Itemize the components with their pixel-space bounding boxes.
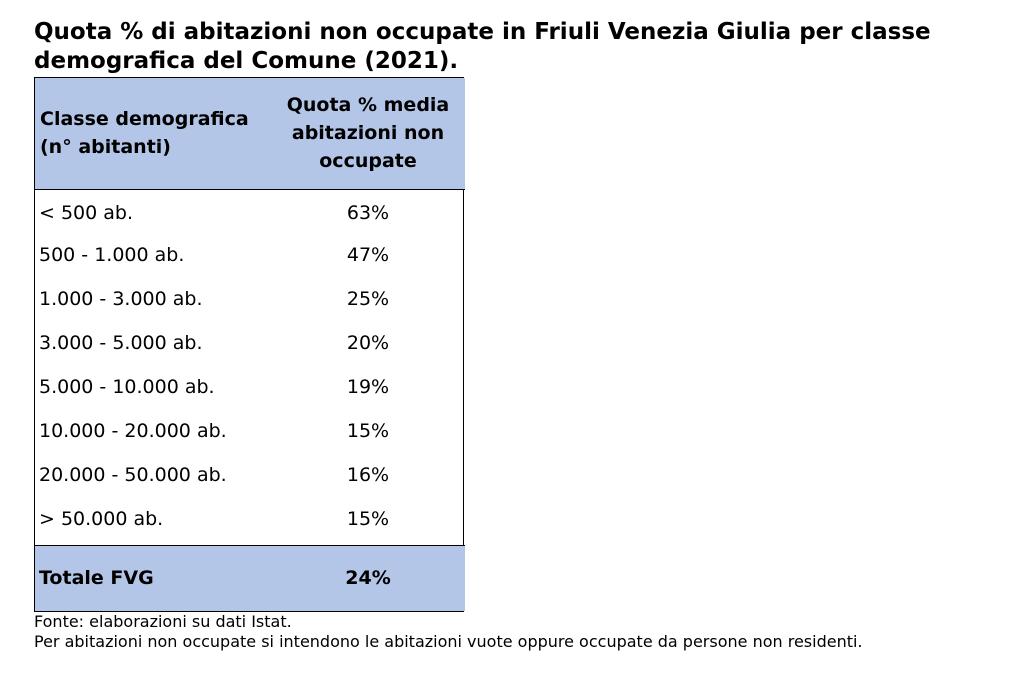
source-note: Fonte: elaborazioni su dati Istat. (34, 612, 292, 631)
row-classe: < 500 ab. (39, 202, 134, 225)
header-classe-line-2: (n° abitanti) (40, 136, 171, 159)
table-row: > 50.000 ab. 15% (35, 497, 465, 541)
chart-title: Quota % di abitazioni non occupate in Fr… (34, 19, 931, 74)
row-quota: 47% (346, 244, 390, 266)
row-quota: 25% (346, 288, 390, 310)
row-classe: 3.000 - 5.000 ab. (39, 332, 203, 354)
row-classe: 20.000 - 50.000 ab. (39, 464, 227, 486)
total-label: Totale FVG (35, 544, 271, 611)
header-classe-demografica: Classe demografica (n° abitanti) (35, 78, 271, 190)
definition-note: Per abitazioni non occupate si intendono… (34, 632, 863, 651)
table-row: 20.000 - 50.000 ab. 16% (35, 453, 465, 497)
row-quota: 16% (346, 464, 390, 486)
table-row: 1.000 - 3.000 ab. 25% (35, 277, 465, 321)
row-classe: 10.000 - 20.000 ab. (39, 420, 227, 442)
header-classe-line-1: Classe demografica (40, 108, 249, 131)
row-classe: 5.000 - 10.000 ab. (39, 376, 215, 398)
table-row: 500 - 1.000 ab. 47% (35, 233, 465, 277)
table-row: < 500 ab. 63% (35, 189, 465, 233)
table-row: 10.000 - 20.000 ab. 15% (35, 409, 465, 453)
table-total-row: Totale FVG 24% (35, 544, 465, 611)
table-row: 3.000 - 5.000 ab. 20% (35, 321, 465, 365)
row-quota: 15% (346, 508, 390, 530)
data-table: Classe demografica (n° abitanti) Quota %… (34, 77, 465, 612)
row-classe: 1.000 - 3.000 ab. (39, 288, 203, 310)
row-quota: 19% (346, 376, 390, 398)
row-classe: 500 - 1.000 ab. (39, 244, 185, 266)
table-header-row: Classe demografica (n° abitanti) Quota %… (35, 78, 465, 190)
row-quota: 20% (346, 332, 390, 354)
header-quota-line-1: Quota % media (286, 94, 450, 117)
table-row: 5.000 - 10.000 ab. 19% (35, 365, 465, 409)
row-quota: 63% (346, 202, 390, 225)
header-quota-line-2: abitazioni non (291, 122, 445, 145)
header-quota-line-3: occupate (319, 150, 417, 173)
header-quota-media: Quota % media abitazioni non occupate (271, 78, 465, 190)
row-classe: > 50.000 ab. (39, 508, 164, 530)
total-value: 24% (271, 544, 465, 611)
row-quota: 15% (346, 420, 390, 442)
